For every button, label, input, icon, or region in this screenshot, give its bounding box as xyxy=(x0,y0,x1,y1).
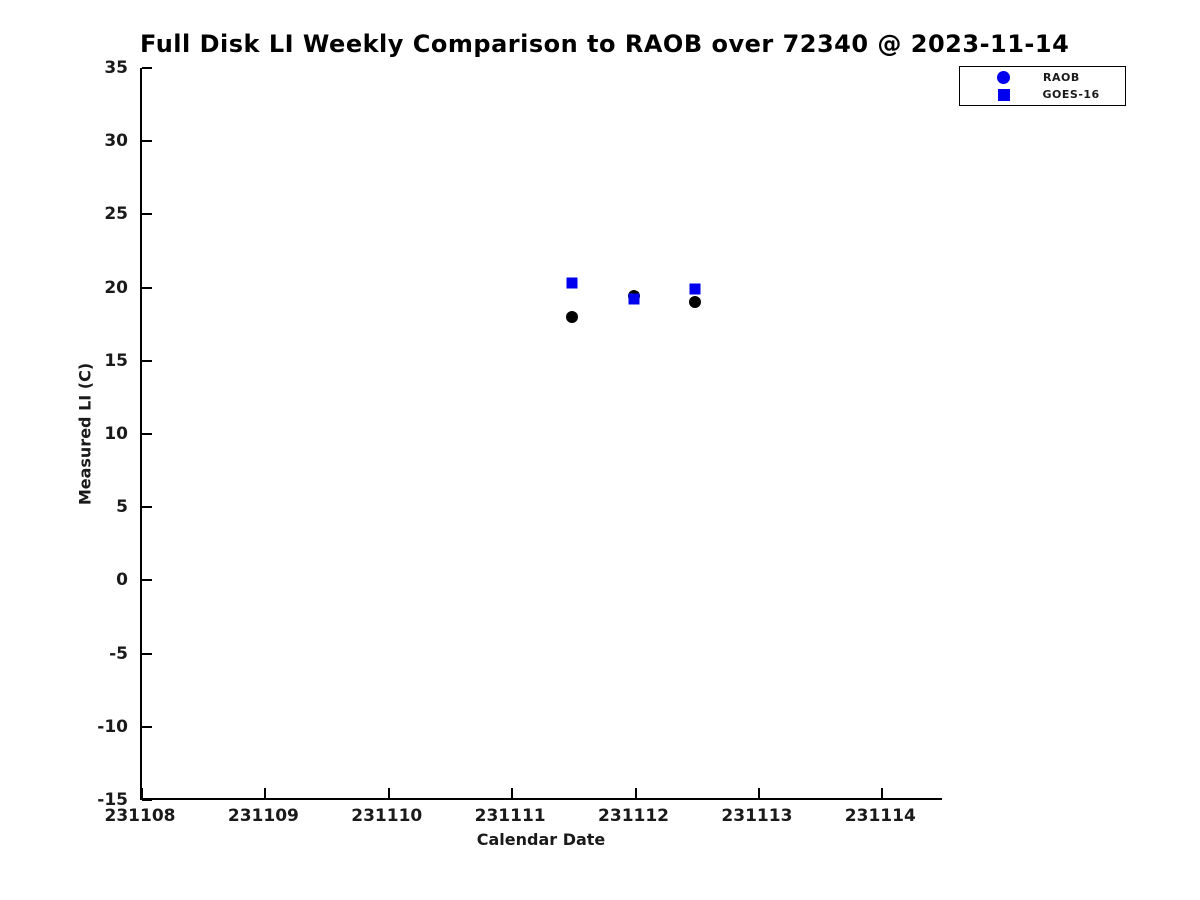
y-tick-mark xyxy=(142,286,152,289)
y-tick-mark xyxy=(142,579,152,582)
x-tick-label: 231113 xyxy=(721,806,793,826)
x-tick-label: 231114 xyxy=(844,806,916,826)
legend-row-raob: RAOB xyxy=(960,69,1125,86)
y-tick-mark xyxy=(142,725,152,728)
y-tick-mark xyxy=(142,67,152,69)
data-point-goes-16 xyxy=(689,283,701,295)
goes16-legend-marker-icon xyxy=(997,88,1010,101)
x-tick-label: 231112 xyxy=(598,806,670,826)
x-tick-label: 231111 xyxy=(474,806,546,826)
x-tick-mark xyxy=(511,788,514,798)
y-tick-label: 0 xyxy=(116,570,128,591)
legend-label-raob: RAOB xyxy=(1043,71,1080,84)
x-tick-mark xyxy=(881,788,884,798)
y-tick-label: 35 xyxy=(104,58,128,78)
y-tick-label: 15 xyxy=(104,350,128,371)
y-tick-mark xyxy=(142,140,152,143)
x-tick-mark xyxy=(141,788,143,798)
plot-area xyxy=(140,67,942,801)
y-tick-mark xyxy=(142,359,152,362)
x-tick-label: 231108 xyxy=(104,806,176,826)
data-point-goes-16 xyxy=(566,277,578,289)
data-point-raob xyxy=(689,296,702,309)
y-tick-label: -10 xyxy=(97,716,128,737)
legend-row-goes16: GOES-16 xyxy=(960,86,1125,103)
raob-legend-marker-icon xyxy=(997,71,1010,84)
y-tick-label: 5 xyxy=(116,497,128,518)
data-point-raob xyxy=(565,310,578,323)
x-tick-mark xyxy=(387,788,390,798)
legend-label-goes16: GOES-16 xyxy=(1042,88,1100,101)
legend: RAOB GOES-16 xyxy=(959,66,1126,106)
x-tick-label: 231109 xyxy=(227,806,299,826)
y-tick-mark xyxy=(142,799,152,801)
y-tick-label: 10 xyxy=(104,424,128,444)
y-tick-label: 30 xyxy=(104,131,128,152)
y-tick-mark xyxy=(142,433,152,435)
y-tick-label: -15 xyxy=(97,790,128,810)
x-tick-mark xyxy=(264,788,267,798)
data-point-goes-16 xyxy=(628,293,640,305)
y-tick-label: 20 xyxy=(104,277,128,298)
y-tick-mark xyxy=(142,213,152,216)
y-tick-mark xyxy=(142,652,152,655)
x-tick-label: 231110 xyxy=(351,806,423,826)
y-tick-label: -5 xyxy=(109,643,128,664)
chart-title: Full Disk LI Weekly Comparison to RAOB o… xyxy=(140,30,1070,58)
x-axis-label: Calendar Date xyxy=(476,830,606,849)
y-tick-mark xyxy=(142,506,152,509)
x-tick-mark xyxy=(634,788,637,798)
y-tick-label: 25 xyxy=(104,204,128,225)
x-tick-mark xyxy=(757,788,760,798)
